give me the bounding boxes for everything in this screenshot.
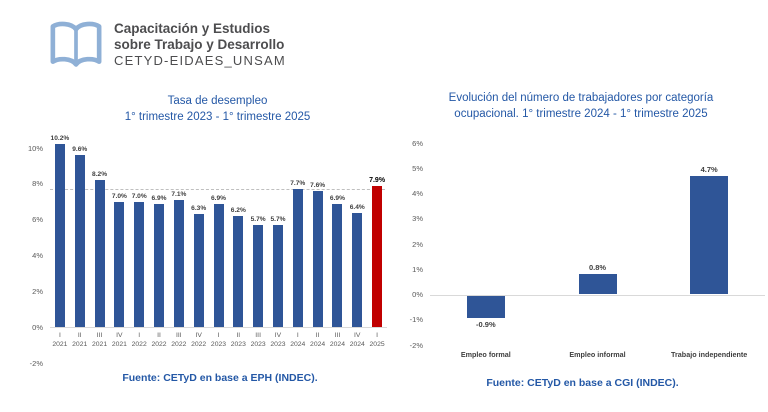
reference-dashed-line xyxy=(50,189,385,191)
logo-text: Capacitación y Estudios sobre Trabajo y … xyxy=(114,21,286,69)
y-axis-tick-label: 4% xyxy=(32,251,43,260)
logo-line1: Capacitación y Estudios xyxy=(114,21,271,36)
bar xyxy=(173,199,184,328)
left-chart-source: Fuente: CETyD en base a EPH (INDEC). xyxy=(122,372,318,384)
y-axis-tick-label: -2% xyxy=(29,358,43,368)
x-axis-category-label: II 2021 xyxy=(72,332,88,349)
bar-value-label: 5.7% xyxy=(270,216,286,224)
bar xyxy=(74,155,85,328)
bar xyxy=(372,185,383,328)
y-axis-tick-label: 0% xyxy=(412,290,423,299)
bar-value-label: 6.9% xyxy=(210,194,227,202)
bar-value-label: 9.6% xyxy=(72,146,88,154)
x-axis-category-label: I 2021 xyxy=(52,332,68,349)
x-axis-category-label: IV 2021 xyxy=(111,332,127,349)
bar-value-label: 7.9% xyxy=(369,176,386,184)
bar xyxy=(332,203,343,328)
bar xyxy=(352,212,363,328)
bar xyxy=(193,214,204,328)
bar-value-label: 7.0% xyxy=(111,192,127,200)
bar-value-label: 6.3% xyxy=(191,205,207,213)
x-axis-category-label: II 2023 xyxy=(230,332,246,349)
bar-value-label: 6.2% xyxy=(230,207,246,215)
x-axis-category-label: Empleo informal xyxy=(569,350,626,359)
bar-value-label: 8.2% xyxy=(92,171,108,179)
bar-value-label: 5.7% xyxy=(250,216,266,224)
y-axis-tick-label: 2% xyxy=(412,239,423,249)
bar-value-label: 0.8% xyxy=(588,263,607,273)
open-book-icon xyxy=(48,20,104,70)
workers-by-category-bar-chart: 6% 5% 4% 3% 2% 1% 0% -1% -2% -0.9% Empleo formal 0.… xyxy=(400,138,765,368)
y-axis-tick-label: 6% xyxy=(32,215,43,225)
left-chart-title-line2: 1° trimestre 2023 - 1° trimestre 2025 xyxy=(124,111,311,123)
y-axis-tick-label: 5% xyxy=(412,163,423,173)
x-axis-category-label: I 2024 xyxy=(290,332,306,349)
x-axis-category-label: IV 2022 xyxy=(191,332,207,349)
bar-value-label: 4.7% xyxy=(700,164,718,174)
bar-value-label: 6.4% xyxy=(349,203,365,211)
bar-value-label: 7.7% xyxy=(290,180,306,188)
logo-line2: sobre Trabajo y Desarrollo xyxy=(114,37,285,52)
x-axis-category-label: I 2022 xyxy=(131,332,147,349)
x-axis-line xyxy=(430,294,765,296)
bar-value-label: 7.6% xyxy=(310,182,326,189)
bar-value-label: 7.0% xyxy=(131,192,147,200)
x-axis-line xyxy=(50,327,387,329)
x-axis-category-label: III 2021 xyxy=(91,332,108,349)
y-axis-tick-label: 10% xyxy=(27,143,43,153)
bar-value-label: 7.1% xyxy=(171,190,187,198)
right-chart-source: Fuente: CETyD en base a CGI (INDEC). xyxy=(486,377,679,389)
bar xyxy=(154,203,165,328)
x-axis-category-label: I 2023 xyxy=(210,332,227,349)
bar xyxy=(690,175,729,295)
y-axis-tick-label: 8% xyxy=(32,179,43,189)
bar xyxy=(312,191,323,328)
y-axis-tick-label: -1% xyxy=(409,315,423,325)
y-axis-tick-label: 4% xyxy=(412,189,423,198)
bar xyxy=(272,225,283,328)
x-axis-category-label: II 2024 xyxy=(310,332,326,349)
x-axis-category-label: Empleo formal xyxy=(460,350,511,359)
x-axis-category-label: II 2022 xyxy=(151,332,167,349)
bar-value-label: 6.9% xyxy=(151,194,167,202)
bar xyxy=(292,189,303,328)
bar-value-label: 10.2% xyxy=(50,135,70,143)
y-axis-tick-label: 0% xyxy=(32,322,43,332)
bar xyxy=(134,201,145,328)
bar xyxy=(94,180,105,328)
bar xyxy=(114,201,125,328)
logo: Capacitación y Estudios sobre Trabajo y … xyxy=(48,20,286,70)
right-chart-title: Evolución del número de trabajadores por… xyxy=(397,90,765,122)
logo-line3: CETYD-EIDAES_UNSAM xyxy=(114,53,286,68)
x-axis-category-label: I 2025 xyxy=(369,332,385,349)
bar-value-label: -0.9% xyxy=(476,320,496,330)
left-chart-title: Tasa de desempleo 1° trimestre 2023 - 1°… xyxy=(35,93,400,125)
bar xyxy=(54,144,65,328)
right-chart-title-line2: ocupacional. 1° trimestre 2024 - 1° trim… xyxy=(454,108,708,120)
unemployment-rate-bar-chart: 10% 8% 6% 4% 2% 0% -2% 10.2% I 2021 9.6% II 2021 8.2%… xyxy=(18,135,389,372)
x-axis-category-label: III 2024 xyxy=(329,332,345,349)
bar xyxy=(213,203,224,328)
x-axis-category-label: IV 2024 xyxy=(349,332,365,349)
y-axis-tick-label: 6% xyxy=(412,138,423,148)
bar xyxy=(253,225,264,328)
bar-value-label: 6.9% xyxy=(329,194,345,202)
bar xyxy=(233,216,244,328)
y-axis-tick-label: 2% xyxy=(32,286,43,296)
bar xyxy=(578,274,617,295)
x-axis-category-label: Trabajo independiente xyxy=(671,350,748,359)
y-axis-tick-label: -2% xyxy=(409,340,423,350)
right-chart-title-line1: Evolución del número de trabajadores por… xyxy=(448,92,714,104)
x-axis-category-label: III 2023 xyxy=(250,332,266,349)
bar xyxy=(466,295,505,319)
x-axis-category-label: IV 2023 xyxy=(270,332,286,349)
left-chart-title-line1: Tasa de desempleo xyxy=(167,95,268,107)
y-axis-tick-label: 1% xyxy=(412,264,423,274)
x-axis-category-label: III 2022 xyxy=(171,332,187,349)
y-axis-tick-label: 3% xyxy=(412,214,423,224)
